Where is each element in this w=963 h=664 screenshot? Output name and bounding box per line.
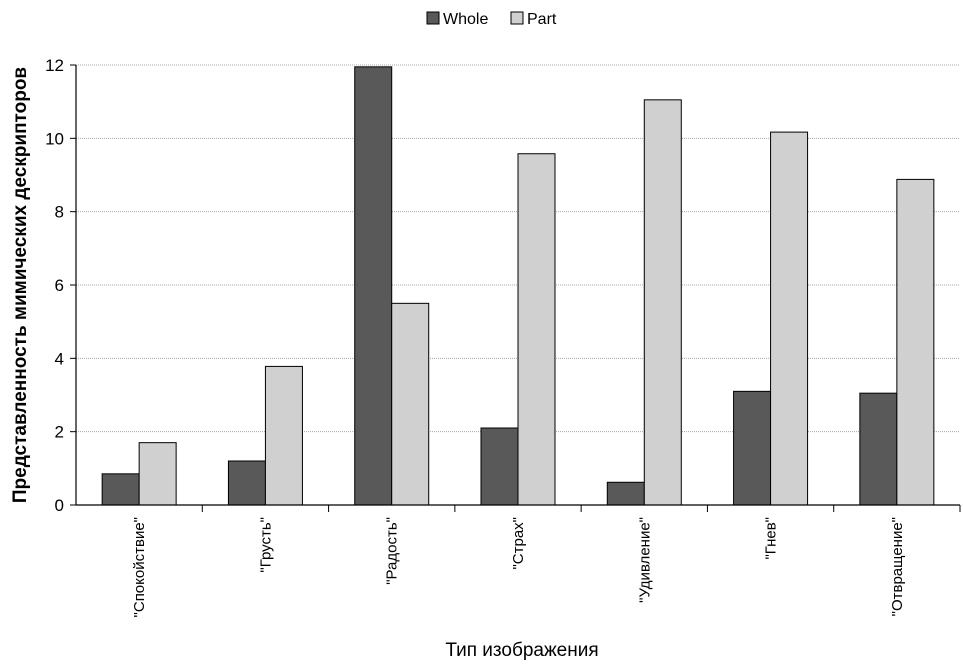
axes	[70, 64, 961, 512]
bar-part-4	[643, 99, 682, 506]
bar-whole-6	[859, 392, 898, 506]
x-tick-label: "Спокойствие"	[131, 517, 148, 617]
y-tick-label: 0	[55, 496, 64, 515]
x-tick-label: "Отвращение"	[889, 517, 906, 616]
bar-whole-3	[480, 427, 519, 506]
bar-part-2	[391, 302, 430, 506]
legend-swatch-whole	[426, 11, 440, 25]
x-tick-label: "Гнев"	[763, 517, 780, 560]
y-tick-label: 12	[45, 56, 64, 75]
x-axis-label: Тип изображения	[445, 640, 598, 661]
y-axis-label: Представленность мимических дескрипторов	[10, 67, 31, 503]
y-tick-label: 8	[55, 203, 64, 222]
x-tick-label: "Грусть"	[257, 517, 274, 573]
y-tick-label: 6	[55, 276, 64, 295]
bar-part-1	[264, 365, 303, 506]
legend: Whole Part	[426, 11, 557, 28]
y-tick-label: 10	[45, 129, 64, 148]
bar-part-3	[517, 153, 556, 506]
bar-whole-4	[606, 481, 645, 506]
y-tick-label: 2	[55, 423, 64, 442]
bar-part-0	[138, 442, 177, 506]
legend-label-whole: Whole	[443, 11, 488, 28]
x-tick-label: "Страх"	[510, 517, 527, 570]
legend-label-part: Part	[527, 11, 557, 28]
bars	[101, 66, 935, 506]
bar-part-5	[770, 131, 809, 506]
bar-whole-1	[227, 460, 266, 506]
bar-part-6	[896, 178, 935, 506]
bar-whole-0	[101, 473, 140, 506]
y-tick-labels: 0 2 4 6 8 10 12	[45, 56, 64, 515]
x-tick-label: "Радость"	[384, 517, 401, 585]
y-tick-label: 4	[55, 349, 64, 368]
legend-swatch-part	[510, 11, 524, 25]
x-tick-label: "Удивление"	[636, 517, 653, 603]
bar-whole-2	[354, 66, 393, 506]
bar-whole-5	[733, 390, 772, 506]
x-tick-labels: "Спокойствие" "Грусть" "Радость" "Страх" "Уд…	[131, 517, 906, 617]
